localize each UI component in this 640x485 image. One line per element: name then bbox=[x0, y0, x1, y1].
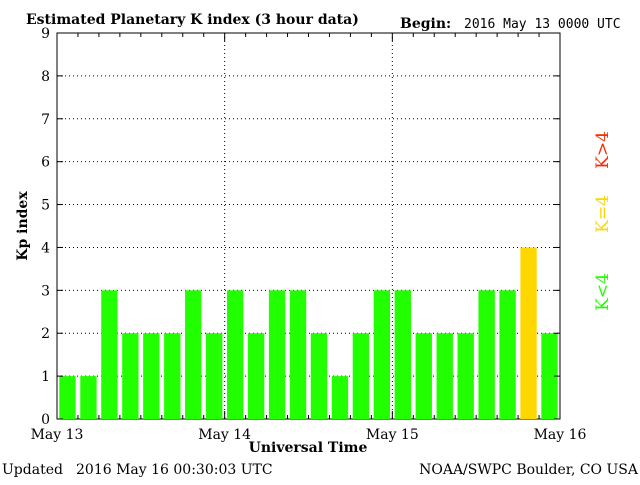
legend-high: K>4 bbox=[593, 131, 613, 169]
kp-bar bbox=[122, 333, 139, 419]
kp-bar bbox=[247, 333, 265, 419]
grid-lines bbox=[57, 32, 560, 419]
kp-bar bbox=[520, 247, 537, 419]
begin-label: Begin: bbox=[400, 16, 451, 32]
kp-bar bbox=[164, 333, 181, 419]
y-tick-label: 4 bbox=[41, 240, 50, 256]
kp-bar bbox=[289, 290, 307, 419]
begin-value: 2016 May 13 0000 UTC bbox=[464, 17, 621, 32]
y-tick-label: 1 bbox=[41, 369, 50, 385]
kp-bar bbox=[310, 333, 328, 419]
kp-bar bbox=[143, 333, 160, 419]
x-axis-label: Universal Time bbox=[249, 440, 368, 456]
y-axis-ticks: 0 1 2 3 4 5 6 7 8 9 bbox=[41, 26, 560, 428]
kp-bar bbox=[499, 290, 516, 419]
kp-bar bbox=[541, 333, 558, 419]
x-tick-label: May 15 bbox=[366, 427, 419, 443]
x-tick-label: May 14 bbox=[198, 427, 251, 443]
credit-text: NOAA/SWPC Boulder, CO USA bbox=[419, 462, 639, 478]
updated-value: 2016 May 16 00:30:03 UTC bbox=[76, 462, 273, 478]
updated-label: Updated bbox=[2, 462, 63, 478]
kp-bar bbox=[226, 290, 244, 419]
y-tick-label: 5 bbox=[41, 198, 50, 214]
chart-title: Estimated Planetary K index (3 hour data… bbox=[26, 12, 359, 28]
y-tick-label: 9 bbox=[41, 26, 50, 42]
x-axis-ticks: May 13 May 14 May 15 May 16 bbox=[31, 33, 587, 443]
y-tick-label: 0 bbox=[41, 412, 50, 428]
kp-bar bbox=[185, 290, 202, 419]
y-tick-label: 7 bbox=[41, 112, 50, 128]
kp-bar bbox=[352, 333, 370, 419]
y-tick-label: 3 bbox=[41, 283, 50, 299]
kp-bar bbox=[394, 290, 411, 419]
x-tick-label: May 16 bbox=[534, 427, 587, 443]
y-tick-label: 2 bbox=[41, 326, 50, 342]
kp-bar bbox=[101, 290, 118, 419]
kp-bar bbox=[206, 333, 223, 419]
bars-group bbox=[59, 247, 558, 419]
kp-bar bbox=[457, 333, 474, 419]
kp-bar bbox=[80, 376, 97, 419]
kp-bar bbox=[331, 376, 349, 419]
kp-bar bbox=[373, 290, 391, 419]
kp-bar bbox=[478, 290, 495, 419]
kp-bar bbox=[415, 333, 432, 419]
x-tick-label: May 13 bbox=[31, 427, 84, 443]
kp-bar bbox=[436, 333, 453, 419]
legend-equal: K=4 bbox=[593, 195, 613, 233]
legend-low: K<4 bbox=[593, 273, 613, 311]
y-tick-label: 8 bbox=[41, 69, 50, 85]
y-axis-label: Kp index bbox=[15, 191, 31, 261]
kp-bar bbox=[268, 290, 286, 419]
kp-bar bbox=[59, 376, 76, 419]
y-tick-label: 6 bbox=[41, 155, 50, 171]
